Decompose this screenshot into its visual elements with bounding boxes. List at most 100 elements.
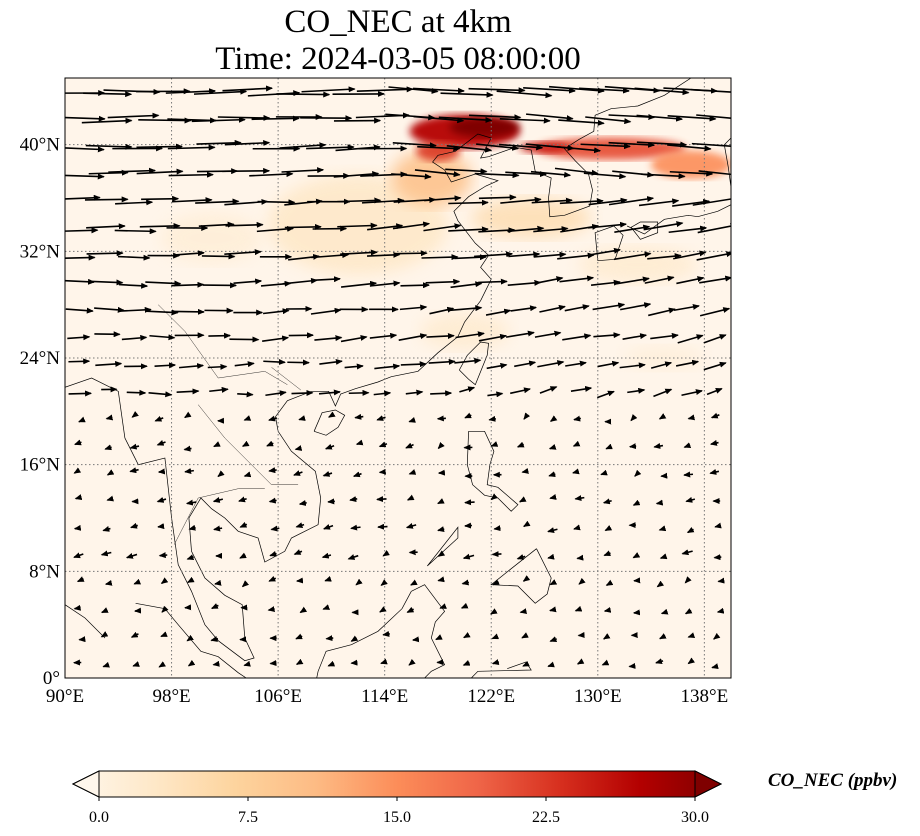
wind-arrow — [73, 524, 82, 531]
wind-arrow — [539, 386, 558, 394]
wind-arrow — [673, 303, 700, 312]
coastline — [458, 341, 489, 386]
wind-arrow — [478, 194, 517, 201]
wind-arrow — [474, 251, 514, 258]
wind-arrow — [352, 471, 362, 478]
wind-arrow — [698, 170, 731, 176]
wind-arrow — [295, 522, 305, 529]
wind-arrow — [523, 520, 531, 528]
wind-arrow — [602, 633, 611, 640]
co-plume — [449, 117, 520, 138]
wind-arrow — [636, 114, 684, 122]
wind-arrow — [585, 116, 632, 125]
wind-arrow — [184, 468, 194, 474]
latitude-label: 40°N — [20, 135, 61, 156]
wind-arrow — [356, 86, 414, 93]
wind-arrow — [101, 607, 109, 614]
wind-arrow — [225, 221, 264, 228]
wind-arrow — [65, 278, 96, 285]
wind-arrow — [145, 280, 182, 287]
wind-arrow — [608, 196, 655, 206]
wind-arrow — [293, 470, 303, 476]
wind-arrow — [156, 440, 166, 446]
wind-arrow — [188, 524, 196, 531]
wind-arrow — [516, 554, 526, 560]
wind-arrow — [405, 389, 424, 396]
wind-arrow — [659, 553, 668, 560]
wind-arrow — [687, 657, 696, 665]
wind-arrow — [549, 494, 557, 500]
wind-arrow — [530, 170, 572, 178]
wind-arrow — [711, 663, 719, 670]
longitude-label: 90°E — [46, 686, 84, 707]
wind-arrow — [547, 661, 555, 668]
wind-arrow — [268, 415, 278, 422]
wind-arrow — [572, 468, 580, 475]
wind-arrow — [209, 386, 229, 393]
wind-arrow — [378, 441, 388, 448]
wind-arrow — [367, 251, 401, 258]
wind-arrow — [435, 634, 443, 641]
colorbar-ticks: 0.0 7.5 15.0 22.5 30.0 — [89, 797, 709, 826]
wind-arrow — [677, 334, 704, 344]
wind-arrow — [448, 199, 489, 206]
wind-arrow — [241, 440, 250, 447]
wind-arrow — [400, 361, 427, 368]
wind-arrow — [65, 227, 99, 234]
wind-arrow — [104, 444, 112, 451]
wind-arrow — [462, 553, 475, 560]
wind-arrow — [158, 661, 166, 668]
wind-arrow — [65, 307, 94, 314]
wind-arrow — [212, 660, 220, 667]
wind-arrow — [706, 387, 723, 396]
wind-arrow — [508, 251, 541, 258]
wind-arrow — [462, 660, 471, 666]
wind-arrow — [154, 415, 164, 422]
wind-arrow — [714, 522, 722, 529]
wind-arrow — [589, 247, 622, 256]
wind-arrow — [622, 333, 648, 340]
wind-arrow — [136, 143, 183, 150]
latitude-label: 8°N — [29, 561, 60, 582]
wind-arrow — [88, 169, 129, 176]
wind-arrow — [535, 276, 564, 285]
wind-arrow — [576, 658, 585, 665]
wind-arrow — [129, 467, 139, 474]
longitude-label: 98°E — [152, 686, 190, 707]
wind-arrow — [518, 496, 527, 503]
wind-arrow — [681, 549, 693, 556]
wind-arrow — [603, 606, 612, 613]
wind-arrow — [391, 173, 432, 180]
wind-arrow — [440, 91, 494, 98]
wind-arrow — [298, 499, 307, 506]
wind-arrow — [114, 228, 157, 235]
wind-arrow — [620, 302, 652, 311]
wind-arrow — [709, 468, 720, 475]
wind-arrow — [196, 139, 242, 146]
wind-arrow — [438, 116, 493, 123]
wind-arrow — [412, 87, 465, 94]
wind-arrow — [549, 415, 558, 422]
wind-arrow — [683, 471, 694, 478]
wind-arrow — [632, 499, 641, 506]
colorbar-tick-label: 15.0 — [383, 809, 411, 826]
wind-arrow — [207, 363, 228, 370]
wind-arrow — [644, 275, 675, 284]
wind-arrow — [634, 87, 690, 96]
wind-arrow — [548, 443, 557, 450]
wind-arrow — [406, 606, 415, 613]
wind-arrow — [347, 554, 359, 560]
colorbar-label: CO_NEC (ppbv) — [768, 770, 898, 791]
wind-arrow — [454, 357, 482, 364]
wind-arrow — [650, 332, 679, 340]
wind-arrow — [298, 415, 306, 421]
wind-arrow — [699, 275, 731, 284]
wind-arrow — [454, 254, 487, 261]
wind-arrow — [301, 86, 356, 93]
wind-arrow — [212, 497, 224, 503]
wind-arrow — [476, 143, 520, 151]
longitude-label: 106°E — [254, 686, 302, 707]
wind-arrow — [65, 194, 101, 201]
wind-arrow — [496, 90, 553, 99]
wind-arrow — [222, 85, 274, 92]
